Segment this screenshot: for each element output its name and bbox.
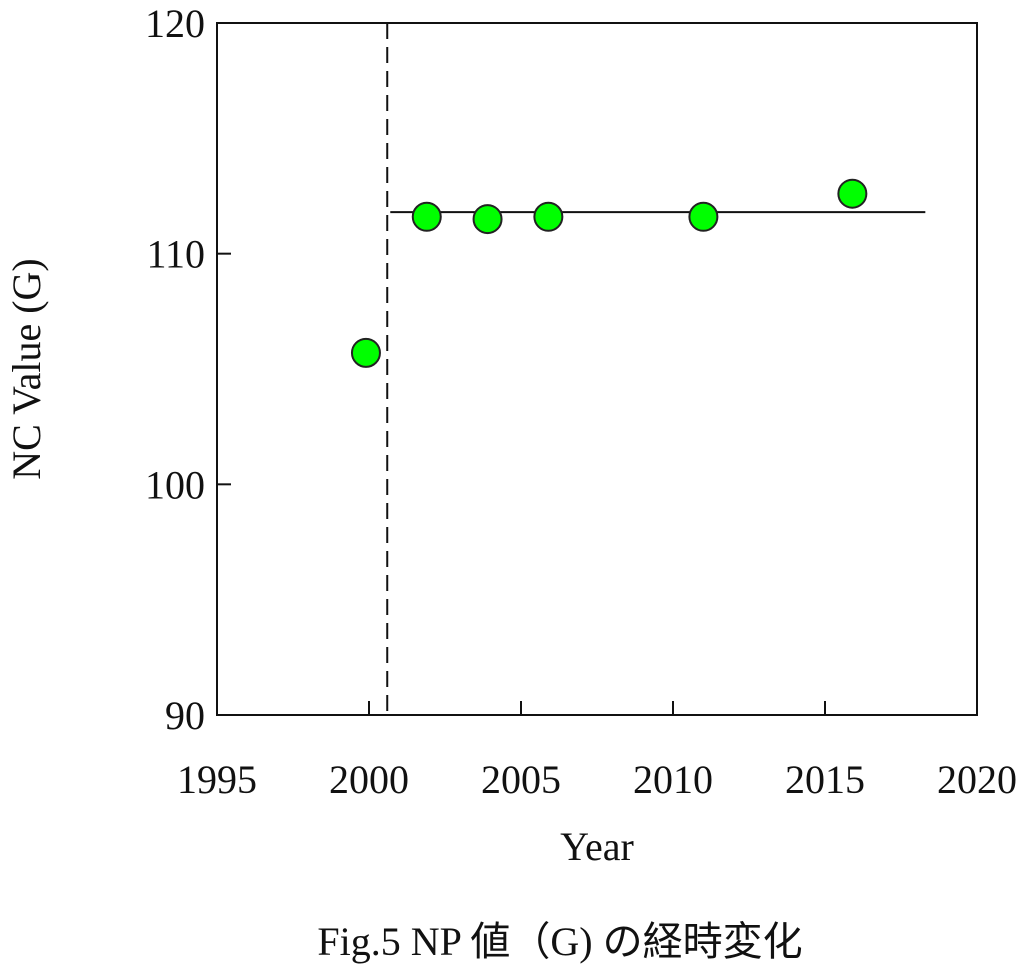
data-point <box>688 201 719 232</box>
data-point <box>533 201 564 232</box>
x-tick-label: 2015 <box>785 757 865 802</box>
x-tick-label: 2005 <box>481 757 561 802</box>
x-tick-label: 2020 <box>937 757 1017 802</box>
y-tick-label: 120 <box>145 1 205 46</box>
x-axis-title: Year <box>560 824 634 869</box>
data-point <box>837 178 868 209</box>
x-tick-label: 2010 <box>633 757 713 802</box>
y-tick-label: 110 <box>146 232 205 277</box>
x-tick-label: 2000 <box>329 757 409 802</box>
tick-labels: 1995 2000 2005 2010 2015 2020 90 100 110 120 <box>145 1 1017 802</box>
data-point <box>350 337 381 368</box>
plot-frame <box>216 22 978 716</box>
x-tick-label: 1995 <box>177 757 257 802</box>
data-point <box>472 204 503 235</box>
data-points <box>350 178 868 368</box>
y-tick-label: 100 <box>145 462 205 507</box>
data-point <box>411 201 442 232</box>
figure-caption: Fig.5 NP 値（G) の経時変化 <box>317 919 802 964</box>
y-axis-title: NC Value (G) <box>4 258 49 479</box>
y-tick-label: 90 <box>165 693 205 738</box>
ticks-layer <box>217 252 826 715</box>
